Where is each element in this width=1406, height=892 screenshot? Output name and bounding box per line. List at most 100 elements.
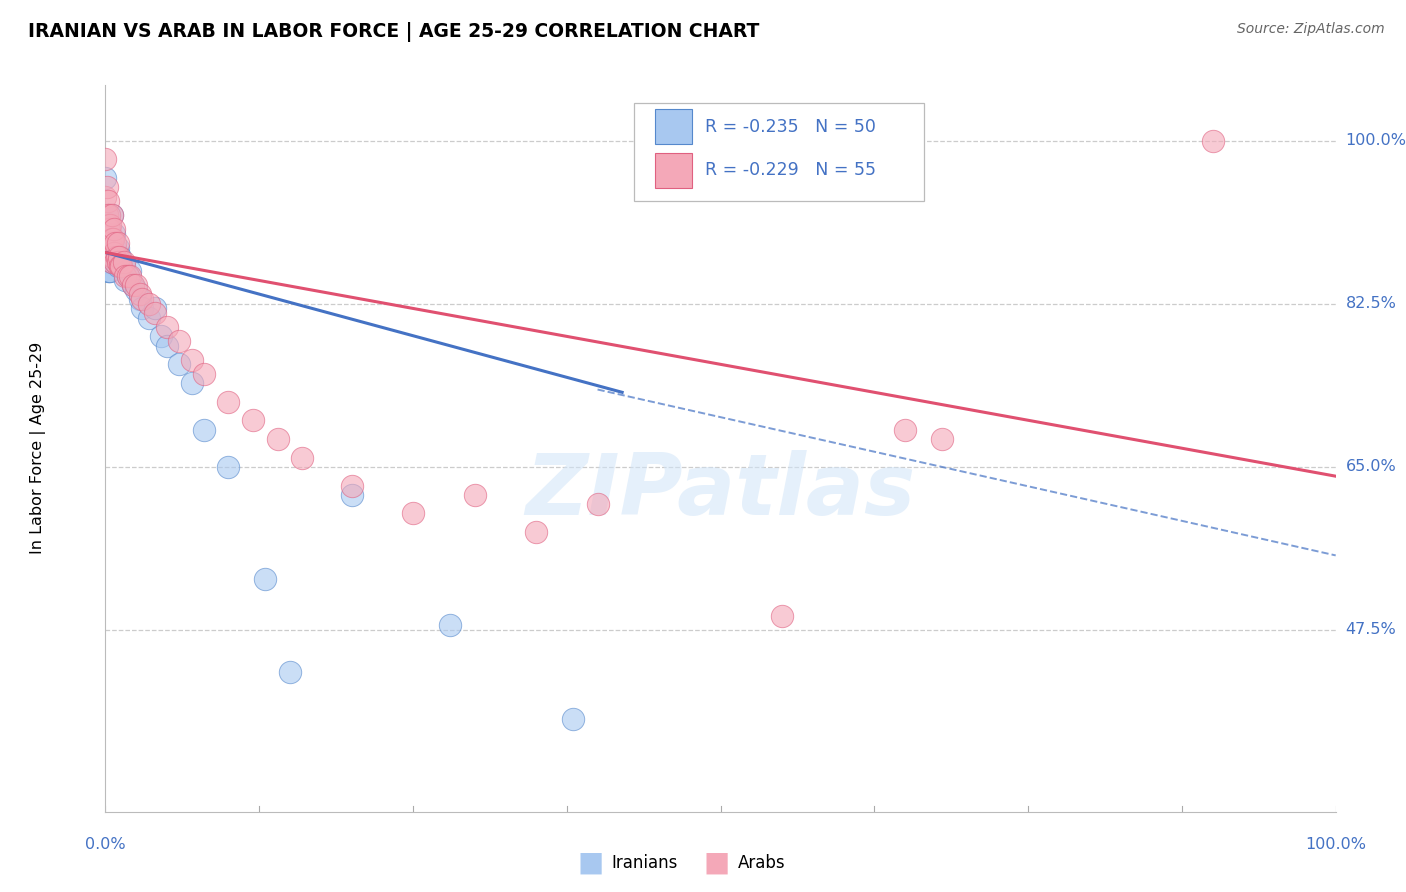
Point (103, 227, 125, 241)
Point (105, 250, 128, 264)
Point (131, 292, 153, 306)
Text: R = -0.235   N = 50: R = -0.235 N = 50 (704, 118, 876, 136)
Point (242, 413, 264, 427)
Point (107, 260, 129, 274)
Point (104, 241, 127, 255)
Point (267, 432, 290, 446)
Point (193, 367, 215, 381)
Point (114, 268, 136, 283)
Point (1202, 134, 1225, 148)
Point (107, 255, 129, 269)
Point (98, 227, 121, 241)
Point (402, 507, 425, 521)
Point (278, 665, 301, 679)
Point (107, 241, 129, 255)
Point (101, 231, 124, 245)
Point (129, 287, 152, 301)
Point (98, 245, 121, 260)
Point (100, 231, 122, 245)
Point (94, 227, 117, 241)
Point (254, 572, 277, 586)
Point (94, 189, 117, 203)
Point (97, 218, 120, 232)
Point (96, 227, 118, 241)
Point (125, 278, 148, 293)
Text: Source: ZipAtlas.com: Source: ZipAtlas.com (1237, 22, 1385, 37)
Point (97, 236, 120, 251)
Point (100, 208, 122, 222)
Point (98, 227, 122, 241)
Point (98, 241, 121, 255)
Point (97, 194, 120, 209)
Point (98, 245, 122, 260)
Point (193, 423, 215, 437)
Point (169, 357, 191, 371)
Point (94, 170, 117, 185)
Point (112, 260, 135, 274)
Point (101, 231, 124, 245)
Point (98, 264, 122, 278)
Point (464, 488, 486, 502)
Point (104, 255, 127, 269)
Point (97, 264, 120, 278)
Point (149, 329, 172, 343)
Point (340, 478, 363, 492)
Point (103, 245, 125, 260)
Text: 47.5%: 47.5% (1346, 623, 1396, 638)
Point (120, 264, 141, 278)
Text: Iranians: Iranians (612, 854, 678, 871)
Point (104, 236, 127, 251)
Point (129, 292, 152, 306)
Point (291, 450, 314, 465)
Point (143, 306, 166, 320)
Point (131, 301, 153, 316)
Point (110, 260, 132, 274)
Point (439, 618, 461, 632)
Text: 0.0%: 0.0% (86, 837, 125, 852)
Point (770, 609, 793, 624)
Point (104, 255, 127, 269)
Point (340, 488, 363, 502)
Point (98, 264, 121, 278)
Point (100, 208, 122, 222)
Point (586, 497, 609, 511)
Point (218, 459, 240, 474)
Point (524, 525, 547, 540)
Point (100, 255, 122, 269)
Text: ZIPatlas: ZIPatlas (526, 450, 915, 533)
Point (125, 283, 148, 297)
Text: In Labor Force | Age 25-29: In Labor Force | Age 25-29 (30, 343, 46, 554)
Point (121, 278, 143, 293)
Point (100, 255, 122, 269)
Text: Arabs: Arabs (738, 854, 786, 871)
Point (97, 245, 120, 260)
Point (562, 712, 585, 726)
Point (108, 250, 131, 264)
Point (94, 153, 117, 167)
Point (156, 320, 179, 334)
Point (101, 250, 124, 264)
Point (96, 255, 118, 269)
Text: IRANIAN VS ARAB IN LABOR FORCE | AGE 25-29 CORRELATION CHART: IRANIAN VS ARAB IN LABOR FORCE | AGE 25-… (28, 22, 759, 42)
Point (101, 250, 124, 264)
Point (112, 255, 135, 269)
Bar (655, 153, 692, 188)
Point (103, 222, 125, 236)
Point (120, 268, 141, 283)
Point (117, 268, 139, 283)
Point (218, 394, 240, 409)
Point (97, 218, 120, 232)
Point (107, 236, 129, 251)
Point (894, 423, 917, 437)
Point (169, 334, 191, 348)
Text: ■: ■ (704, 848, 730, 877)
Point (98, 208, 121, 222)
FancyBboxPatch shape (634, 103, 924, 201)
Bar (655, 110, 692, 145)
Text: 100.0%: 100.0% (1305, 837, 1367, 852)
Point (114, 273, 136, 287)
Point (143, 301, 166, 316)
Point (103, 250, 125, 264)
Point (98, 208, 121, 222)
Point (121, 278, 143, 293)
